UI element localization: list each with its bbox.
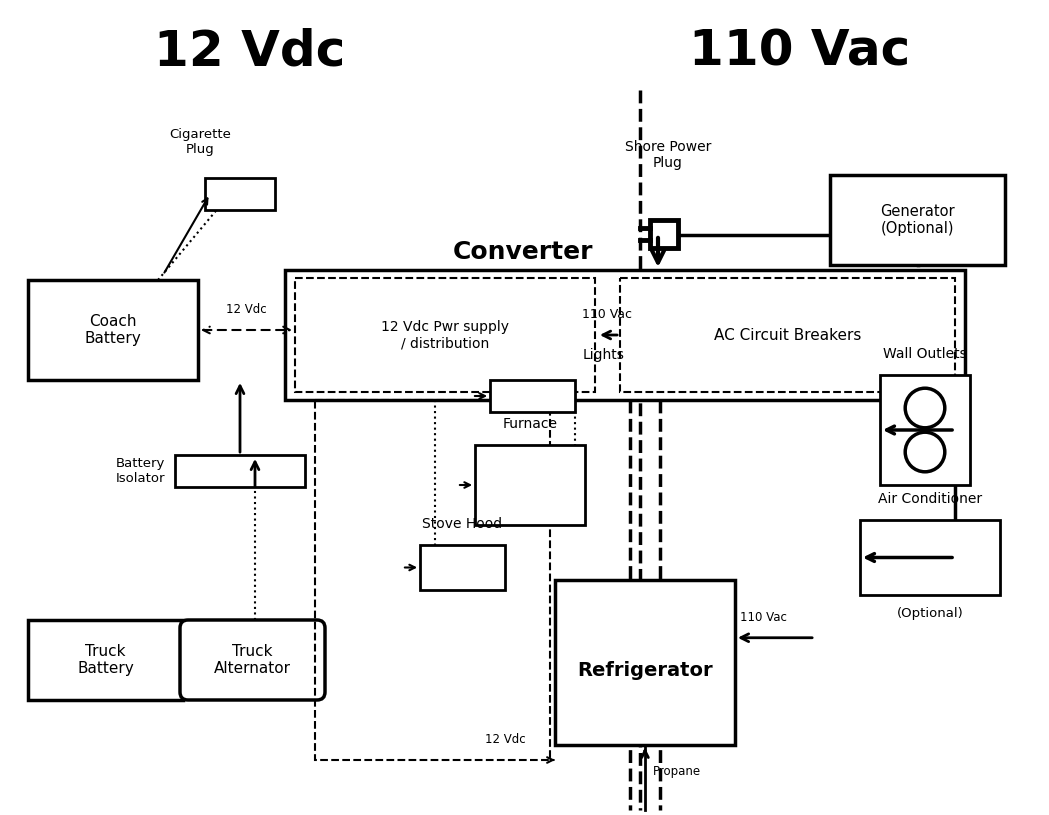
Bar (830, 175, 1005, 265)
Text: Converter: Converter (453, 240, 594, 264)
Text: Cigarette
Plug: Cigarette Plug (169, 128, 231, 156)
Text: Generator
(Optional): Generator (Optional) (880, 204, 955, 236)
Text: Wall Outlets: Wall Outlets (883, 347, 967, 361)
Text: Truck
Battery: Truck Battery (78, 644, 134, 676)
Text: Stove Hood: Stove Hood (423, 517, 502, 531)
Text: (Optional): (Optional) (897, 607, 963, 620)
Bar (880, 375, 970, 485)
Bar (860, 520, 1000, 595)
Circle shape (905, 432, 945, 472)
Bar (175, 455, 305, 487)
Text: Propane: Propane (652, 765, 701, 778)
Text: Coach
Battery: Coach Battery (85, 314, 142, 346)
Bar (28, 620, 183, 700)
Bar (295, 278, 595, 392)
Text: 12 Vdc: 12 Vdc (227, 303, 266, 316)
Circle shape (905, 388, 945, 428)
Text: Refrigerator: Refrigerator (577, 661, 713, 681)
Text: Furnace: Furnace (502, 417, 557, 431)
Bar (315, 400, 550, 760)
Text: Battery
Isolator: Battery Isolator (115, 457, 165, 485)
Bar (620, 278, 955, 392)
Text: 110 Vac: 110 Vac (582, 308, 633, 321)
Bar (205, 178, 275, 210)
Text: Shore Power
Plug: Shore Power Plug (625, 140, 711, 170)
Text: Air Conditioner: Air Conditioner (878, 492, 982, 506)
Bar (555, 580, 735, 745)
Bar (650, 220, 678, 248)
Text: Lights: Lights (583, 348, 625, 362)
Bar (28, 280, 198, 380)
Bar (420, 545, 505, 590)
Bar (285, 270, 965, 400)
Bar (475, 445, 585, 525)
Text: Truck
Alternator: Truck Alternator (214, 644, 291, 676)
Text: 12 Vdc: 12 Vdc (154, 28, 346, 76)
Text: AC Circuit Breakers: AC Circuit Breakers (713, 328, 861, 342)
Text: 110 Vac: 110 Vac (689, 28, 911, 76)
FancyBboxPatch shape (180, 620, 325, 700)
Text: 12 Vdc: 12 Vdc (485, 733, 526, 746)
Bar (490, 380, 575, 412)
Text: 12 Vdc Pwr supply
/ distribution: 12 Vdc Pwr supply / distribution (381, 320, 509, 350)
Text: 110 Vac: 110 Vac (740, 610, 787, 623)
